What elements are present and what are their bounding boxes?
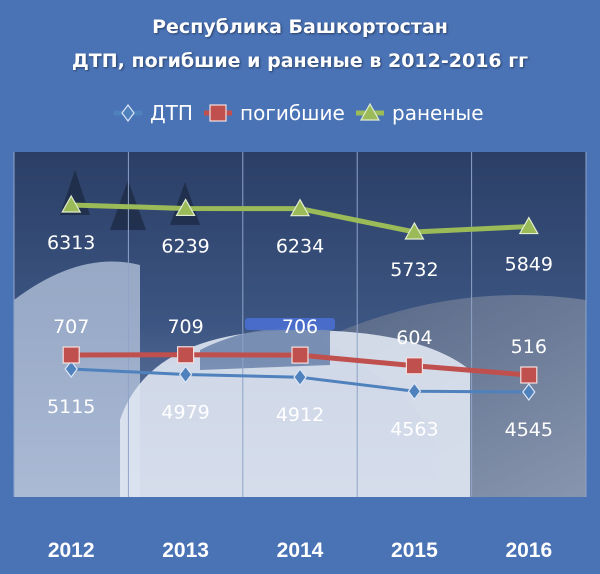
legend-label: погибшие	[240, 101, 345, 125]
vertical-gridlines	[13, 152, 587, 497]
marker-square	[209, 104, 227, 122]
data-label: 4979	[161, 401, 209, 423]
marker-square	[405, 357, 423, 375]
marker-square	[62, 346, 80, 364]
legend: ДТП погибшие раненые	[114, 101, 484, 125]
data-label: 6239	[161, 235, 209, 257]
legend-label: раненые	[392, 101, 484, 125]
data-label: 709	[167, 316, 203, 338]
x-tick-label: 2015	[391, 539, 438, 562]
data-label: 604	[396, 327, 432, 349]
marker-square	[520, 366, 538, 384]
data-label: 6234	[276, 236, 324, 258]
x-tick-label: 2013	[162, 539, 209, 562]
data-label: 706	[282, 316, 318, 338]
marker-diamond	[522, 383, 536, 401]
marker-triangle	[61, 194, 82, 213]
data-label: 707	[53, 316, 89, 338]
x-tick-label: 2016	[505, 539, 552, 562]
legend-label: ДТП	[150, 101, 193, 125]
data-label: 6313	[47, 232, 95, 254]
marker-triangle	[359, 102, 381, 121]
x-tick-label: 2012	[48, 539, 95, 562]
marker-diamond	[178, 365, 193, 384]
data-label: 5849	[505, 254, 553, 276]
marker-diamond	[64, 360, 78, 378]
data-label: 5115	[47, 396, 95, 418]
marker-square	[177, 346, 195, 364]
marker-triangle	[404, 221, 425, 240]
data-label: 4563	[390, 418, 438, 440]
marker-square	[291, 346, 309, 364]
data-label: 5732	[390, 259, 438, 281]
data-label: 516	[511, 336, 547, 358]
marker-triangle	[289, 198, 311, 217]
x-axis-tick-labels: 2012 2013 2014 2015 2016	[48, 539, 552, 562]
marker-diamond	[293, 368, 307, 387]
series-layer	[61, 194, 539, 401]
marker-triangle	[175, 198, 196, 217]
marker-diamond	[407, 382, 422, 401]
x-tick-label: 2014	[277, 539, 324, 562]
chart-title-line-1: Республика Башкортостан	[152, 16, 448, 38]
data-label: 4912	[276, 404, 324, 426]
marker-diamond	[121, 104, 135, 122]
chart-title-line-2: ДТП, погибшие и раненые в 2012-2016 гг	[71, 50, 529, 72]
data-label: 4545	[505, 419, 553, 441]
data-labels: 5115 4979 4912 4563 4545 707 709 706 604 516 6313 6…	[47, 232, 553, 441]
marker-triangle	[518, 216, 539, 235]
